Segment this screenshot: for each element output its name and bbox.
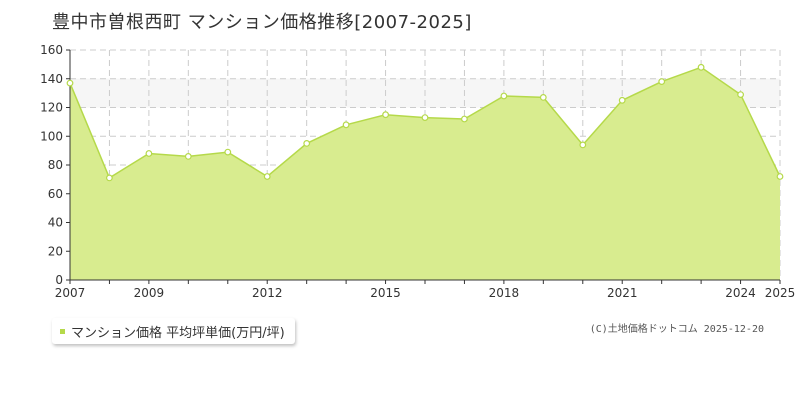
data-point xyxy=(66,79,74,87)
y-tick-label: 0 xyxy=(55,273,63,287)
axes xyxy=(66,49,781,284)
x-tick-label: 2018 xyxy=(489,286,520,300)
x-tick-label: 2015 xyxy=(370,286,401,300)
y-tick-labels: 0 20 40 60 80 100 120 140 160 xyxy=(40,43,63,287)
data-point xyxy=(539,93,547,101)
data-point xyxy=(618,96,626,104)
data-point xyxy=(658,78,666,85)
x-tick-labels: 2007 2009 2012 2015 2018 2021 2024 2025 xyxy=(55,286,796,300)
data-point xyxy=(382,111,390,119)
y-tick-label: 20 xyxy=(48,244,63,258)
x-tick-label: 2024 xyxy=(725,286,756,300)
y-tick-label: 100 xyxy=(40,129,63,143)
legend: マンション価格 平均坪単価(万円/坪) xyxy=(52,318,295,344)
data-point xyxy=(224,148,232,156)
x-tick-label: 2025 xyxy=(765,286,796,300)
legend-label: マンション価格 平均坪単価(万円/坪) xyxy=(71,325,285,341)
x-tick-label: 2012 xyxy=(252,286,283,300)
data-point xyxy=(776,173,784,180)
x-tick-label: 2009 xyxy=(134,286,165,300)
data-point xyxy=(461,115,468,123)
data-point xyxy=(303,139,311,147)
data-point xyxy=(500,92,508,100)
y-tick-label: 60 xyxy=(48,187,63,201)
y-tick-label: 160 xyxy=(40,43,63,57)
data-point xyxy=(263,173,271,180)
y-tick-label: 80 xyxy=(48,158,63,172)
area-fill xyxy=(70,67,780,280)
x-tick-label: 2007 xyxy=(55,286,86,300)
data-point xyxy=(105,174,113,182)
data-point xyxy=(697,63,705,71)
legend-swatch xyxy=(60,328,65,334)
y-tick-label: 40 xyxy=(48,216,63,230)
y-tick-label: 120 xyxy=(40,101,63,115)
data-point xyxy=(421,114,429,121)
data-point xyxy=(184,152,192,160)
credit-text: (C)土地価格ドットコム 2025-12-20 xyxy=(589,324,764,335)
y-tick-label: 140 xyxy=(40,72,63,86)
chart-title: 豊中市曽根西町 マンション価格推移[2007-2025] xyxy=(52,12,472,33)
data-point xyxy=(342,121,350,129)
data-point xyxy=(737,91,744,98)
data-points xyxy=(66,63,784,182)
data-point xyxy=(579,141,587,149)
data-point xyxy=(145,150,153,157)
x-tick-label: 2021 xyxy=(607,286,638,300)
